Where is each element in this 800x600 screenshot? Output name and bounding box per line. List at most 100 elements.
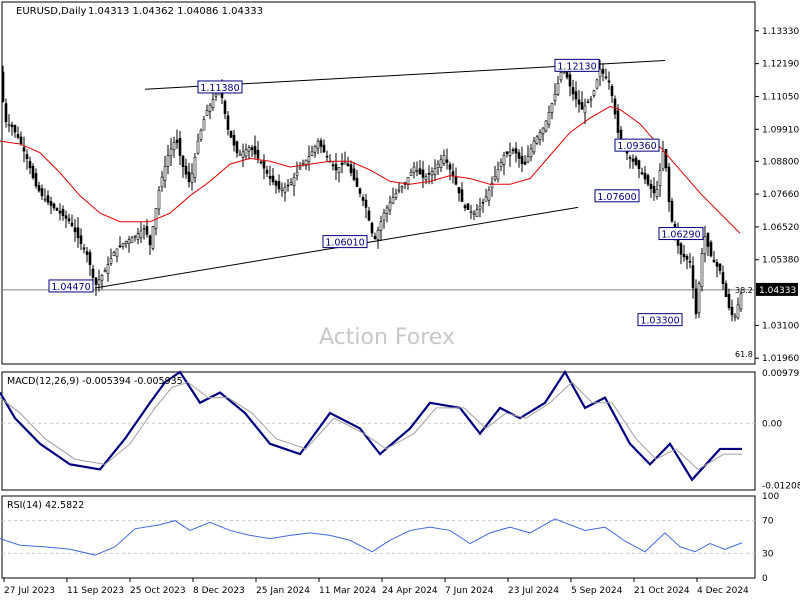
x-tick-label: 23 Jul 2024 (508, 586, 559, 596)
candle-body (226, 115, 230, 130)
candle-body (244, 149, 248, 157)
candle-body (253, 146, 257, 155)
candle-body (646, 175, 650, 185)
candle-body (442, 155, 446, 164)
candle-body (688, 260, 692, 263)
candle-body (616, 110, 620, 133)
candle-body (529, 148, 533, 158)
candle-body (355, 177, 359, 187)
macd-y-tick-label: 0.00 (762, 419, 782, 429)
candle-body (406, 177, 410, 185)
candle-body (619, 129, 623, 140)
candle-body (262, 160, 266, 169)
candle-body (295, 171, 299, 176)
candle-body (7, 123, 11, 126)
candle-body (52, 203, 56, 209)
candle-body (298, 166, 302, 170)
candle-body (322, 144, 326, 153)
candle-body (61, 208, 65, 216)
candle-body (595, 79, 599, 89)
price-annotation-label: 1.11380 (200, 83, 239, 94)
candle-body (640, 172, 644, 175)
candle-body (430, 171, 434, 176)
candle-body (700, 253, 704, 287)
price-annotation-label: 1.04470 (51, 282, 90, 293)
candle-body (289, 182, 293, 185)
candle-body (196, 140, 200, 154)
candle-body (142, 228, 146, 230)
candle-body (73, 227, 77, 233)
candle-body (727, 294, 731, 308)
x-tick-label: 11 Mar 2024 (319, 586, 376, 596)
candle-body (460, 189, 464, 202)
candle-body (31, 166, 35, 179)
y-tick-label: 1.12190 (762, 60, 799, 70)
candle-body (265, 169, 269, 174)
candle-body (400, 186, 404, 189)
price-annotation-label: 1.12130 (557, 61, 596, 72)
candle-body (718, 263, 722, 271)
candle-body (571, 87, 575, 95)
watermark: Action Forex (319, 325, 455, 350)
x-tick-label: 25 Jan 2024 (256, 586, 310, 596)
candle-body (352, 168, 356, 180)
candle-body (412, 166, 416, 173)
candle-body (34, 173, 38, 187)
candle-body (55, 208, 59, 211)
candle-body (721, 272, 725, 284)
candle-body (610, 86, 614, 97)
y-tick-label: 1.03100 (762, 321, 799, 331)
candle-body (307, 156, 311, 162)
candle-body (313, 146, 317, 153)
candle-body (649, 183, 653, 189)
candle-body (310, 151, 314, 156)
candle-body (169, 148, 173, 157)
candle-body (478, 205, 482, 210)
candle-body (733, 315, 737, 318)
candle-body (103, 270, 107, 273)
macd-line (0, 369, 742, 482)
candle-body (82, 247, 86, 250)
x-tick-label: 7 Jun 2024 (445, 586, 494, 596)
candle-body (361, 197, 365, 201)
candle-body (445, 159, 449, 163)
candle-body (76, 227, 80, 239)
candle-body (376, 229, 380, 240)
candle-body (136, 233, 140, 240)
candle-body (37, 185, 41, 192)
candle-body (382, 212, 386, 221)
candle-body (679, 243, 683, 255)
candle-body (88, 252, 92, 266)
candle-body (586, 101, 590, 104)
candle-body (340, 162, 344, 166)
candle-body (229, 130, 233, 138)
x-tick-label: 4 Dec 2024 (697, 586, 749, 596)
candle-body (601, 69, 605, 74)
candle-body (499, 162, 503, 168)
moving-average-line (0, 105, 741, 234)
candle-body (319, 140, 323, 147)
candle-body (4, 103, 8, 123)
price-frame (1, 1, 756, 365)
rsi-frame (1, 495, 756, 579)
candle-body (433, 168, 437, 175)
candle-body (520, 155, 524, 164)
candle-body (691, 265, 695, 289)
candle-body (514, 148, 518, 154)
candle-body (349, 164, 353, 174)
candle-body (391, 197, 395, 204)
candle-body (436, 163, 440, 168)
candle-body (517, 152, 521, 159)
candle-body (523, 161, 527, 165)
candle-body (139, 230, 143, 239)
candle-body (685, 255, 689, 260)
candle-body (664, 148, 668, 169)
macd-frame (1, 371, 756, 491)
candle-body (166, 155, 170, 167)
candle-body (532, 140, 536, 153)
candle-body (325, 155, 329, 158)
candle-body (364, 199, 368, 208)
candle-body (439, 159, 443, 168)
rsi-y-tick-label: 100 (762, 492, 779, 502)
